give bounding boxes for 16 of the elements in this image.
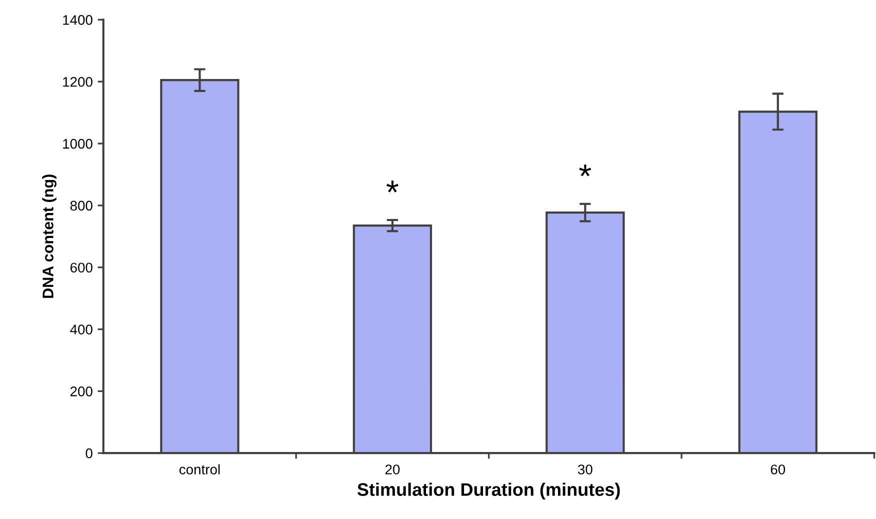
y-axis-title: DNA content (ng) — [42, 174, 56, 298]
x-axis-title: Stimulation Duration (minutes) — [357, 482, 620, 500]
y-tick-label: 400 — [70, 324, 92, 334]
annotation: * — [579, 164, 592, 176]
y-tick-label: 1200 — [63, 76, 92, 87]
x-tick-label: control — [179, 464, 220, 474]
y-tick-label: 1000 — [63, 138, 92, 149]
y-tick-label: 800 — [70, 200, 92, 211]
annotation: * — [386, 180, 398, 192]
y-tick-label: 0 — [86, 448, 92, 458]
y-tick-label: 200 — [70, 386, 92, 396]
y-tick-label: 1400 — [63, 15, 92, 25]
x-tick-label: 60 — [770, 464, 786, 474]
y-tick-label: 600 — [70, 262, 92, 273]
x-tick-label: 20 — [385, 464, 400, 474]
x-tick-label: 30 — [578, 464, 592, 474]
